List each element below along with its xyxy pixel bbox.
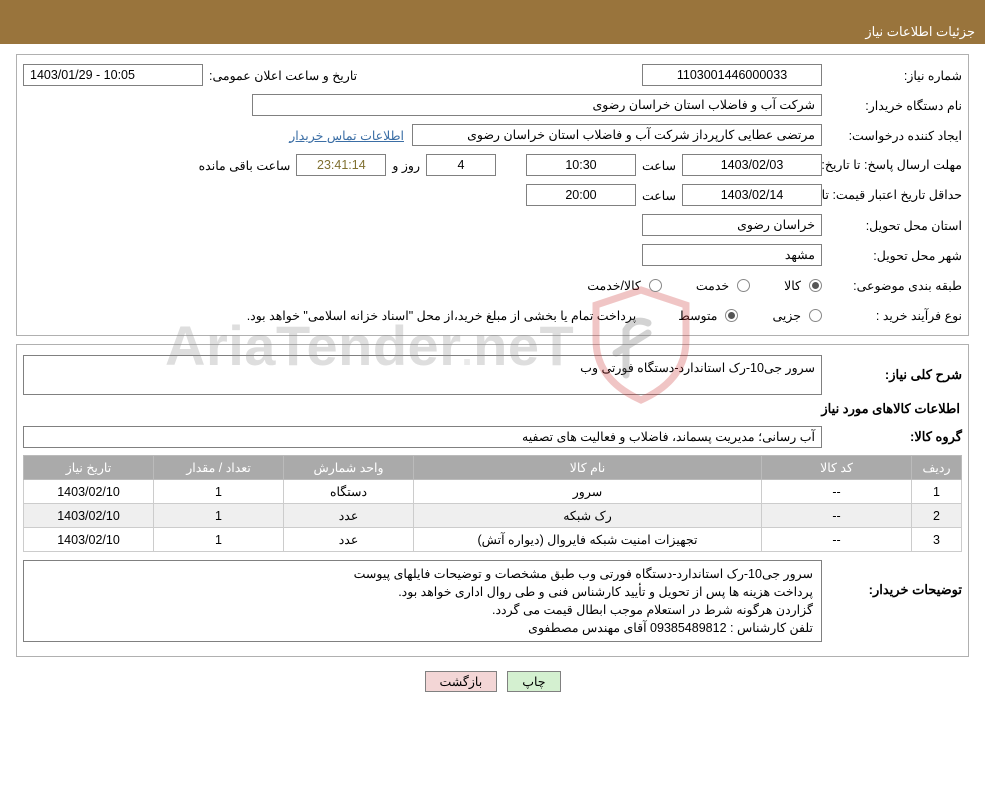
reply-deadline-text: مهلت ارسال پاسخ: — [864, 158, 962, 172]
header-bar: جزئیات اطلاعات نیاز — [0, 0, 985, 44]
table-cell: 3 — [912, 528, 962, 552]
table-cell: دستگاه — [284, 480, 414, 504]
requester-label: ایجاد کننده درخواست: — [822, 128, 962, 143]
city-value: مشهد — [642, 244, 822, 266]
page-title: جزئیات اطلاعات نیاز — [865, 24, 975, 40]
overall-need-label: شرح کلی نیاز: — [822, 367, 962, 383]
goods-group-value: آب رسانی؛ مدیریت پسماند، فاضلاب و فعالیت… — [23, 426, 822, 448]
radio-goods-service[interactable] — [649, 279, 662, 292]
table-cell: سرور — [414, 480, 762, 504]
table-header: ردیف — [912, 456, 962, 480]
price-date-value: 1403/02/14 — [682, 184, 822, 206]
radio-goods-label: کالا — [784, 278, 801, 293]
reply-deadline-label: مهلت ارسال پاسخ: تا تاریخ: — [822, 159, 962, 172]
items-panel: شرح کلی نیاز: سرور جی10-رک استاندارد-دست… — [16, 344, 969, 657]
back-button[interactable]: بازگشت — [425, 671, 498, 692]
button-row: چاپ بازگشت — [0, 671, 985, 692]
table-row: 1--سروردستگاه11403/02/10 — [24, 480, 962, 504]
table-cell: رک شبکه — [414, 504, 762, 528]
radio-medium-label: متوسط — [678, 308, 717, 323]
table-header: نام کالا — [414, 456, 762, 480]
buyer-org-value: شرکت آب و فاضلاب استان خراسان رضوی — [252, 94, 822, 116]
radio-service-label: خدمت — [696, 278, 729, 293]
table-row: 3--تجهیزات امنیت شبکه فایروال (دیواره آت… — [24, 528, 962, 552]
need-number-value: 1103001446000033 — [642, 64, 822, 86]
buyer-note-line: سرور جی10-رک استاندارد-دستگاه فورتی وب ط… — [32, 565, 813, 583]
radio-medium[interactable] — [725, 309, 738, 322]
buyer-note-line: پرداخت هزینه ها پس از تحویل و تأیید کارش… — [32, 583, 813, 601]
until-label: تا تاریخ: — [821, 158, 860, 172]
table-cell: 1403/02/10 — [24, 504, 154, 528]
buyer-org-label: نام دستگاه خریدار: — [822, 98, 962, 113]
buyer-notes-box: سرور جی10-رک استاندارد-دستگاه فورتی وب ط… — [23, 560, 822, 642]
buyer-notes-label: توضیحات خریدار: — [822, 560, 962, 598]
purchase-type-label: نوع فرآیند خرید : — [822, 308, 962, 323]
province-label: استان محل تحویل: — [822, 218, 962, 233]
time-label-2: ساعت — [636, 188, 682, 203]
days-value: 4 — [426, 154, 496, 176]
goods-group-label: گروه کالا: — [822, 429, 962, 445]
need-number-label: شماره نیاز: — [822, 68, 962, 83]
table-row: 2--رک شبکهعدد11403/02/10 — [24, 504, 962, 528]
price-time-value: 20:00 — [526, 184, 636, 206]
table-header: واحد شمارش — [284, 456, 414, 480]
print-button[interactable]: چاپ — [507, 671, 560, 692]
table-cell: 1403/02/10 — [24, 480, 154, 504]
buyer-note-line: تلفن کارشناس : 09385489812 آقای مهندس مص… — [32, 619, 813, 637]
table-cell: 1 — [154, 528, 284, 552]
table-cell: -- — [762, 504, 912, 528]
table-cell: 1 — [154, 504, 284, 528]
buyer-note-line: گزاردن هرگونه شرط در استعلام موجب ابطال … — [32, 601, 813, 619]
city-label: شهر محل تحویل: — [822, 248, 962, 263]
table-cell: -- — [762, 480, 912, 504]
items-table: ردیفکد کالانام کالاواحد شمارشتعداد / مقد… — [23, 455, 962, 552]
reply-date-value: 1403/02/03 — [682, 154, 822, 176]
buyer-contact-link[interactable]: اطلاعات تماس خریدار — [289, 128, 412, 143]
days-label: روز و — [386, 158, 426, 173]
time-label-1: ساعت — [636, 158, 682, 173]
purchase-type-radios: جزیی متوسط — [648, 308, 822, 323]
table-cell: 1 — [154, 480, 284, 504]
reply-time-value: 10:30 — [526, 154, 636, 176]
countdown-value: 23:41:14 — [296, 154, 386, 176]
table-cell: عدد — [284, 504, 414, 528]
table-cell: 1 — [912, 480, 962, 504]
table-cell: 2 — [912, 504, 962, 528]
requester-value: مرتضی عطایی کارپرداز شرکت آب و فاضلاب اس… — [412, 124, 822, 146]
announce-value: 1403/01/29 - 10:05 — [23, 64, 203, 86]
table-header: تعداد / مقدار — [154, 456, 284, 480]
items-section-title: اطلاعات کالاهای مورد نیاز — [23, 401, 960, 417]
radio-service[interactable] — [737, 279, 750, 292]
table-header: کد کالا — [762, 456, 912, 480]
table-cell: -- — [762, 528, 912, 552]
table-cell: عدد — [284, 528, 414, 552]
purchase-note: پرداخت تمام یا بخشی از مبلغ خرید،از محل … — [247, 308, 649, 323]
price-validity-text: حداقل تاریخ اعتبار قیمت: — [832, 188, 962, 202]
radio-goods-service-label: کالا/خدمت — [587, 278, 641, 293]
province-value: خراسان رضوی — [642, 214, 822, 236]
category-radios: کالا خدمت کالا/خدمت — [557, 278, 822, 293]
radio-partial-label: جزیی — [772, 308, 801, 323]
overall-need-text: سرور جی10-رک استاندارد-دستگاه فورتی وب — [23, 355, 822, 395]
table-cell: 1403/02/10 — [24, 528, 154, 552]
table-cell: تجهیزات امنیت شبکه فایروال (دیواره آتش) — [414, 528, 762, 552]
radio-goods[interactable] — [809, 279, 822, 292]
announce-label: تاریخ و ساعت اعلان عمومی: — [203, 68, 363, 83]
details-panel: شماره نیاز: 1103001446000033 تاریخ و ساع… — [16, 54, 969, 336]
category-label: طبقه بندی موضوعی: — [822, 278, 962, 293]
price-validity-label: حداقل تاریخ اعتبار قیمت: تا تاریخ: — [822, 189, 962, 202]
table-header: تاریخ نیاز — [24, 456, 154, 480]
remaining-label: ساعت باقی مانده — [193, 158, 297, 173]
radio-partial[interactable] — [809, 309, 822, 322]
